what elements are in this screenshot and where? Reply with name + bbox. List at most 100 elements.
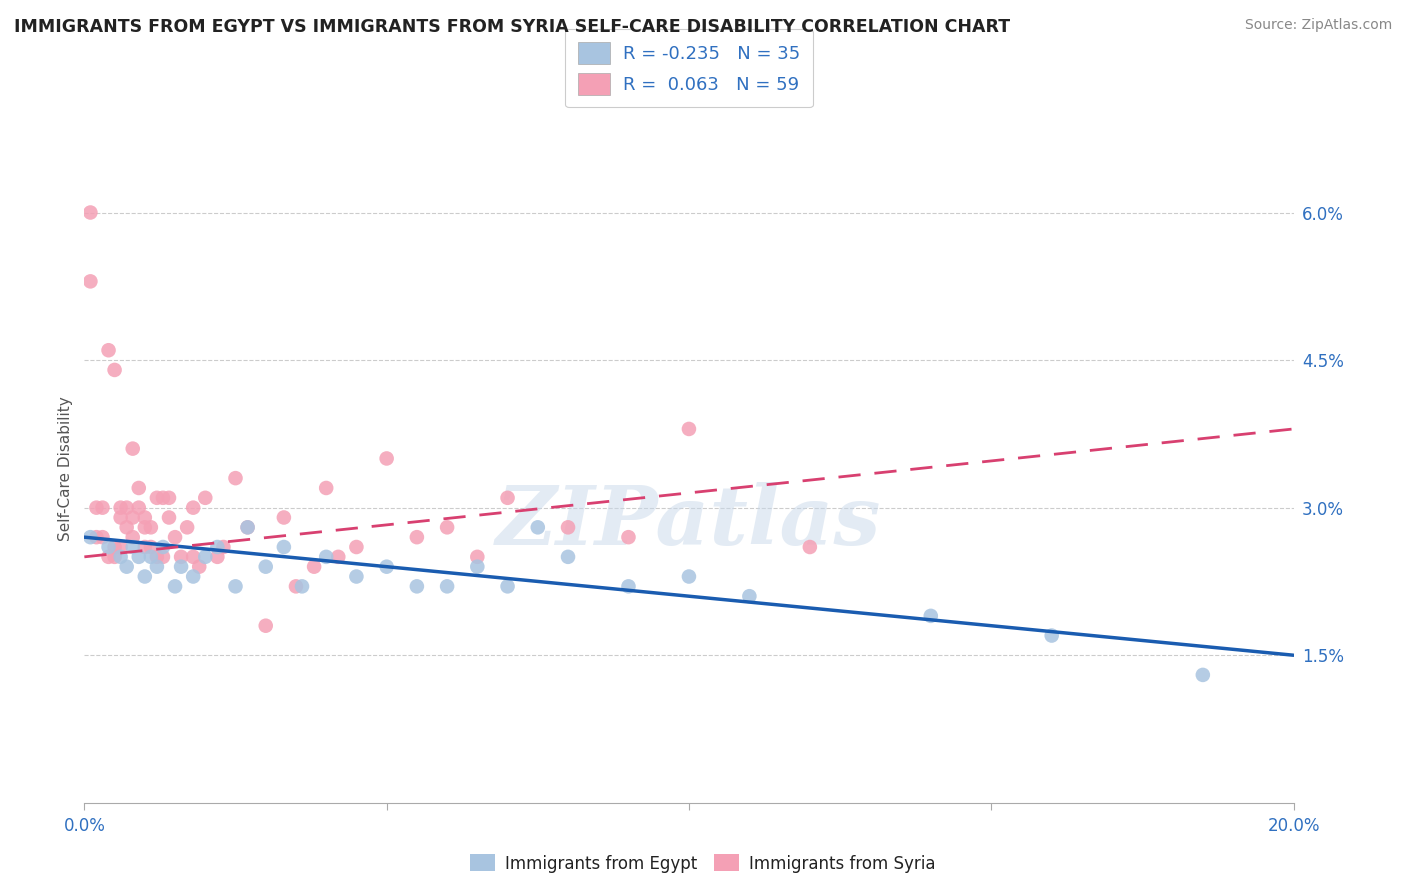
Point [225,471,247,485]
Point [97,540,120,554]
Point [97,549,120,564]
Text: Source: ZipAtlas.com: Source: ZipAtlas.com [1244,18,1392,32]
Point [375,559,398,574]
Point [302,559,325,574]
Point [146,559,169,574]
Point [134,520,156,534]
Point [273,510,295,524]
Point [165,530,187,544]
Point [254,618,277,632]
Point [134,540,156,554]
Point [134,569,156,583]
Point [110,540,132,554]
Point [86,530,108,544]
Point [557,549,579,564]
Point [152,540,174,554]
Point [194,549,217,564]
Point [236,520,259,534]
Point [146,491,169,505]
Point [557,520,579,534]
Point [1192,668,1215,682]
Point [285,579,308,593]
Point [121,530,143,544]
Point [170,559,193,574]
Point [146,549,169,564]
Point [139,520,162,534]
Point [799,540,821,554]
Point [496,579,519,593]
Point [115,500,138,515]
Legend: R = -0.235   N = 35, R =  0.063   N = 59: R = -0.235 N = 35, R = 0.063 N = 59 [565,29,813,107]
Point [738,589,761,603]
Point [225,579,247,593]
Point [207,540,229,554]
Point [194,491,217,505]
Point [212,540,235,554]
Point [236,520,259,534]
Point [139,540,162,554]
Point [139,549,162,564]
Point [110,500,132,515]
Point [1040,628,1063,642]
Point [104,540,127,554]
Point [104,363,127,377]
Point [181,549,204,564]
Point [170,549,193,564]
Point [97,343,120,358]
Point [110,510,132,524]
Point [157,510,180,524]
Point [207,549,229,564]
Point [152,549,174,564]
Point [273,540,295,554]
Point [91,530,114,544]
Point [181,500,204,515]
Point [346,569,368,583]
Point [291,579,314,593]
Point [121,442,143,456]
Point [91,500,114,515]
Text: ZIPatlas: ZIPatlas [496,482,882,562]
Point [346,540,368,554]
Point [920,608,942,623]
Point [79,530,101,544]
Point [134,510,156,524]
Point [115,520,138,534]
Point [128,549,150,564]
Point [436,520,458,534]
Point [152,491,174,505]
Text: IMMIGRANTS FROM EGYPT VS IMMIGRANTS FROM SYRIA SELF-CARE DISABILITY CORRELATION : IMMIGRANTS FROM EGYPT VS IMMIGRANTS FROM… [14,18,1010,36]
Point [181,569,204,583]
Point [176,520,198,534]
Point [165,579,187,593]
Point [104,549,127,564]
Point [79,205,101,219]
Point [406,530,429,544]
Point [254,559,277,574]
Point [188,559,211,574]
Point [115,559,138,574]
Point [527,520,550,534]
Point [157,491,180,505]
Point [436,579,458,593]
Point [121,540,143,554]
Point [79,274,101,288]
Point [121,510,143,524]
Point [375,451,398,466]
Point [128,500,150,515]
Point [467,549,489,564]
Point [678,569,700,583]
Y-axis label: Self-Care Disability: Self-Care Disability [58,396,73,541]
Point [110,549,132,564]
Point [328,549,350,564]
Point [617,530,640,544]
Point [128,481,150,495]
Point [86,500,108,515]
Point [496,491,519,505]
Point [617,579,640,593]
Legend: Immigrants from Egypt, Immigrants from Syria: Immigrants from Egypt, Immigrants from S… [464,847,942,880]
Point [467,559,489,574]
Point [678,422,700,436]
Point [315,481,337,495]
Point [406,579,429,593]
Point [315,549,337,564]
